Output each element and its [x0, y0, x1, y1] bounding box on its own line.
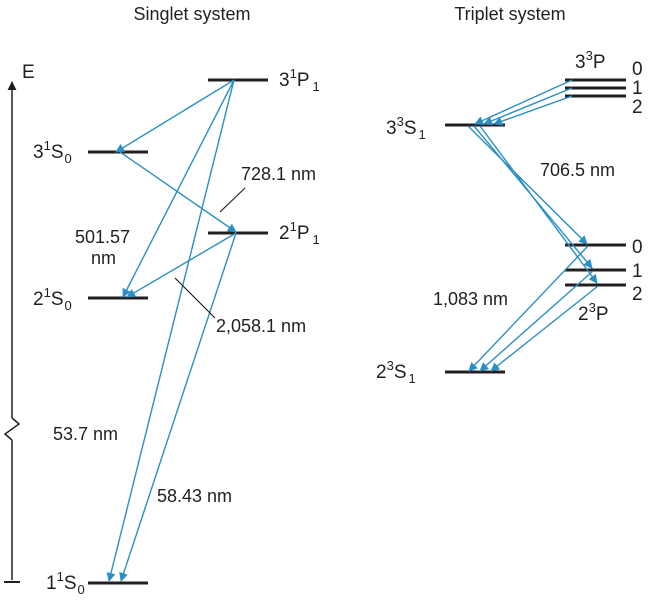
energy-axis: E [4, 62, 35, 582]
singlet-system-title: Singlet system [133, 4, 250, 24]
leader-line-728 [220, 188, 245, 212]
triplet-system-title: Triplet system [454, 4, 565, 24]
transition-3p-2s [123, 80, 234, 297]
axis-label-e: E [22, 62, 35, 83]
wavelength-label-501-57: 501.57 [75, 227, 130, 247]
level-label-3-1s0: 31S0 [33, 138, 72, 166]
wavelength-label-728-1: 728.1 nm [241, 164, 316, 184]
wavelength-label-501-57-unit: nm [91, 248, 116, 268]
level-label-3-3p: 33P [575, 48, 606, 73]
transition-3s-2p [120, 152, 236, 232]
level-label-2-3s1: 23S 1 [376, 358, 416, 386]
transition-33p0-33s1 [475, 80, 572, 124]
leader-line-2058 [175, 278, 215, 318]
j-label-2p-2: 2 [632, 284, 643, 305]
level-label-2-1p1: 21P 1 [279, 219, 320, 247]
wavelength-label-58-43: 58.43 nm [157, 486, 232, 506]
level-label-3-1p1: 31P 1 [279, 66, 320, 94]
wavelength-label-2058-1: 2,058.1 nm [216, 316, 306, 336]
level-label-2-3p: 23P [578, 300, 609, 325]
j-label-3p-0: 0 [632, 59, 643, 80]
j-label-2p-1: 1 [632, 261, 643, 282]
j-label-3p-1: 1 [632, 78, 643, 99]
transition-2p-1s [121, 233, 236, 581]
wavelength-label-53-7: 53.7 nm [53, 424, 118, 444]
j-label-2p-0: 0 [632, 237, 643, 258]
transition-33s1-23p0 [468, 126, 587, 244]
axis-break-icon [5, 418, 19, 440]
level-label-2-1s0: 21S0 [33, 285, 72, 313]
j-label-3p-2: 2 [632, 97, 643, 118]
transition-33p1-33s1 [484, 88, 572, 124]
level-label-1-1s0: 11S0 [46, 569, 85, 597]
transition-23p1-23s1 [480, 271, 593, 371]
wavelength-label-1083: 1,083 nm [433, 289, 508, 309]
transition-33s1-23p2 [480, 126, 597, 283]
level-label-3-3s1: 33S 1 [386, 114, 426, 142]
wavelength-label-706-5: 706.5 nm [540, 160, 615, 180]
transition-2p-2s [127, 233, 236, 297]
